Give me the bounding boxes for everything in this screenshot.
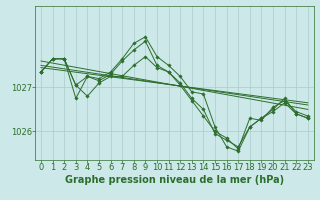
X-axis label: Graphe pression niveau de la mer (hPa): Graphe pression niveau de la mer (hPa) bbox=[65, 175, 284, 185]
